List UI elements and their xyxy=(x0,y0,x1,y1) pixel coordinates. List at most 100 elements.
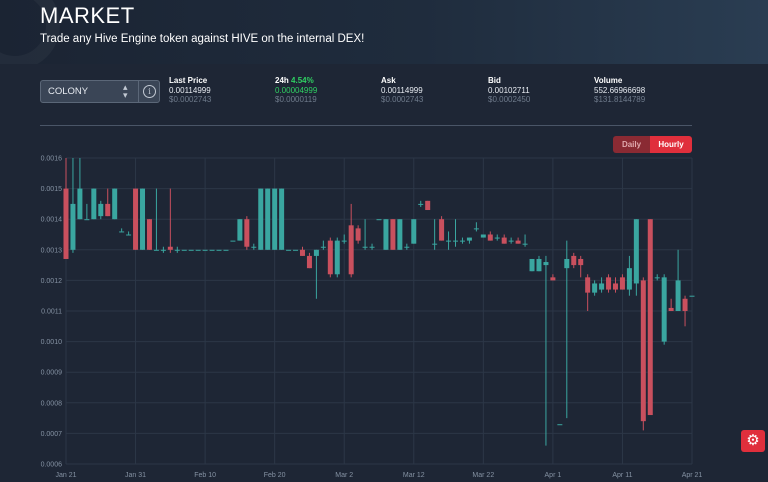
candle-body xyxy=(675,280,681,311)
x-tick-label: Feb 10 xyxy=(194,472,216,479)
candle-body xyxy=(633,219,639,284)
candle-body xyxy=(536,258,542,272)
candle-body xyxy=(453,240,459,242)
candle-body xyxy=(459,240,465,242)
candle-body xyxy=(571,255,577,266)
candle-body xyxy=(272,188,278,250)
candle-body xyxy=(550,277,556,281)
candle-body xyxy=(585,277,591,293)
candle-body xyxy=(126,234,132,236)
gear-icon[interactable]: ⚙ xyxy=(741,430,765,452)
candle-body xyxy=(529,258,535,272)
stat-value: 0.00114999 xyxy=(381,85,423,95)
stat-value: 0.00114999 xyxy=(169,85,211,95)
stat-volume: Volume 552.66966698 $131.8144789 xyxy=(594,76,645,105)
candle-body xyxy=(369,246,375,248)
daily-toggle-button[interactable]: Daily xyxy=(613,136,650,153)
candle-body xyxy=(306,255,312,269)
candle-body xyxy=(446,240,452,242)
candle-body xyxy=(63,188,69,259)
stat-value: 552.66966698 xyxy=(594,85,646,95)
candle-body xyxy=(279,188,285,250)
candle-body xyxy=(167,246,173,250)
x-tick-label: Mar 22 xyxy=(472,472,494,479)
candle-body xyxy=(592,283,598,293)
candle-body xyxy=(299,249,305,256)
candle-body xyxy=(181,249,187,251)
candle-body xyxy=(383,219,389,250)
y-tick-label: 0.0011 xyxy=(41,309,62,316)
token-select[interactable]: COLONY ▴ ▾ i xyxy=(40,80,160,103)
candle-body xyxy=(230,240,236,242)
page-subtitle: Trade any Hive Engine token against HIVE… xyxy=(40,33,365,45)
candle-body xyxy=(355,228,361,241)
candle-body xyxy=(522,243,528,245)
candle-body xyxy=(334,240,340,275)
info-icon[interactable]: i xyxy=(143,85,156,98)
candle-body xyxy=(140,188,146,250)
stat-label: Volume xyxy=(594,76,623,85)
stat-last-price: Last Price 0.00114999 $0.0002743 xyxy=(169,76,211,105)
select-divider xyxy=(138,81,139,102)
candle-body xyxy=(91,188,97,220)
candle-body xyxy=(661,277,667,342)
candle-body xyxy=(654,277,660,279)
stat-label: Last Price xyxy=(169,76,208,85)
candle-body xyxy=(425,200,431,211)
change-percent: 4.54% xyxy=(291,76,314,85)
candle-body xyxy=(682,298,688,311)
candle-body xyxy=(543,262,549,266)
stat-label: 24h xyxy=(275,76,289,85)
candle-body xyxy=(473,228,479,230)
y-tick-label: 0.0016 xyxy=(41,156,63,163)
candle-body xyxy=(494,237,500,239)
candle-body xyxy=(411,219,417,244)
y-tick-label: 0.0015 xyxy=(41,186,63,193)
candle-body xyxy=(320,246,326,248)
stat-24h-change: 24h 4.54% 0.00004999 $0.0000119 xyxy=(275,76,317,105)
candle-body xyxy=(466,237,472,241)
stat-value: 0.00102711 xyxy=(488,85,530,95)
candle-body xyxy=(647,219,653,416)
candle-body xyxy=(258,188,264,250)
candle-body xyxy=(244,219,250,247)
candle-body xyxy=(668,307,674,311)
candle-body xyxy=(418,203,424,205)
candle-body xyxy=(327,240,333,275)
x-tick-label: Apr 21 xyxy=(682,472,703,479)
hourly-toggle-button[interactable]: Hourly xyxy=(650,136,692,153)
updown-chevron-icon: ▴ ▾ xyxy=(123,82,128,100)
candle-body xyxy=(341,240,347,242)
y-tick-label: 0.0014 xyxy=(41,217,63,224)
y-tick-label: 0.0012 xyxy=(41,278,63,285)
candle-body xyxy=(237,219,243,241)
candle-body xyxy=(689,295,695,297)
stat-usd-value: $0.0002450 xyxy=(488,95,531,104)
stat-usd-value: $0.0002743 xyxy=(169,95,212,104)
candle-body xyxy=(153,249,159,251)
candle-body xyxy=(404,246,410,248)
candle-body xyxy=(564,258,570,269)
candle-body xyxy=(133,188,139,250)
candle-body xyxy=(70,203,76,250)
page-title: MARKET xyxy=(40,3,135,28)
stat-usd-value: $0.0000119 xyxy=(275,95,317,104)
candle-body xyxy=(362,246,368,248)
candle-body xyxy=(508,240,514,242)
candle-body xyxy=(216,249,222,251)
x-tick-label: Mar 2 xyxy=(335,472,353,479)
candle-body xyxy=(606,277,612,290)
candle-body xyxy=(223,249,229,251)
candle-body xyxy=(480,234,486,238)
candle-body xyxy=(188,249,194,251)
candle-body xyxy=(105,203,111,217)
stat-usd-value: $131.8144789 xyxy=(594,95,646,104)
candle-body xyxy=(557,424,563,426)
candle-body xyxy=(174,249,180,251)
candle-body xyxy=(209,249,215,251)
candle-body xyxy=(293,249,299,251)
y-tick-label: 0.0013 xyxy=(41,247,63,254)
token-select-value: COLONY xyxy=(48,86,89,97)
x-tick-label: Apr 11 xyxy=(612,472,632,479)
candlestick-chart[interactable]: 0.0016 0.0015 0.0014 0.0013 0.0012 0.0011 0.00… xyxy=(0,150,768,482)
